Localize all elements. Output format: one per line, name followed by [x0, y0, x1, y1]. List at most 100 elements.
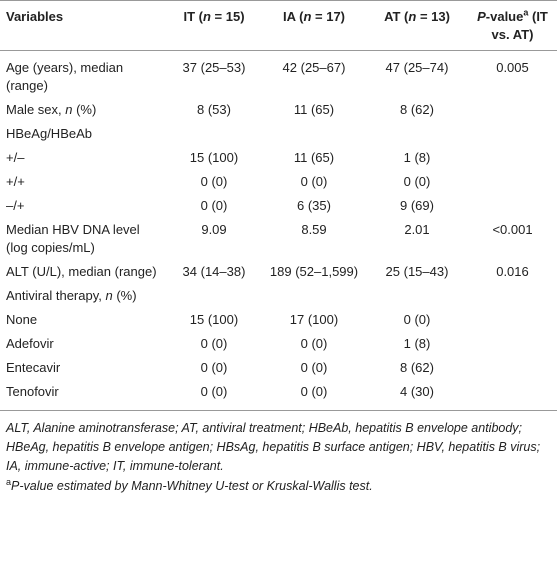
- cell: 6 (35): [297, 198, 331, 213]
- text-segment: Antiviral therapy,: [6, 288, 106, 303]
- cell: [166, 284, 262, 308]
- cell: 0 (0): [200, 174, 228, 189]
- cell: [468, 146, 557, 170]
- cell: 1 (8): [403, 336, 431, 351]
- cell: [468, 332, 557, 356]
- table-row: ALT (U/L), median (range) 34 (14–38) 189 (…: [0, 260, 557, 284]
- cell: 0 (0): [300, 174, 328, 189]
- cell: 9.09: [201, 222, 227, 237]
- cell: 0 (0): [166, 380, 262, 411]
- row-label: Tenofovir: [0, 380, 166, 411]
- text-segment: = 17): [311, 9, 346, 24]
- cell: [468, 194, 557, 218]
- italic-text: n: [65, 102, 73, 117]
- superscript: a: [6, 476, 12, 487]
- cell: 17 (100): [289, 312, 339, 327]
- table-row: –/+ 0 (0) 6 (35) 9 (69): [0, 194, 557, 218]
- cell: 9 (69): [400, 198, 434, 213]
- italic-text: P-value estimated by Mann-Whitney U-test…: [11, 479, 373, 493]
- cell: 15 (100): [189, 150, 239, 165]
- cell: 0.005: [496, 60, 529, 75]
- text-segment: (IT vs. AT): [491, 9, 548, 42]
- text-segment: IA (: [282, 9, 304, 24]
- cell: [366, 122, 468, 146]
- cell: 25 (15–43): [385, 264, 449, 279]
- table-row: Age (years), median (range) 37 (25–53) 42 …: [0, 51, 557, 99]
- italic-text: n: [202, 9, 211, 24]
- cell: 47 (25–74): [385, 60, 449, 75]
- cell: [262, 284, 366, 308]
- superscript: a: [523, 7, 529, 18]
- cell: 8 (53): [197, 102, 231, 117]
- row-label: ALT (U/L), median (range): [6, 264, 157, 279]
- cell: 2.01: [404, 222, 430, 237]
- cell: [468, 284, 557, 308]
- cell: [166, 122, 262, 146]
- text-segment: = 15): [210, 9, 245, 24]
- cell: 11 (65): [293, 102, 335, 117]
- cell: 0.016: [496, 264, 529, 279]
- italic-text: ALT, Alanine aminotransferase; AT, antiv…: [6, 421, 541, 473]
- cell: [468, 98, 557, 122]
- table-body: Age (years), median (range) 37 (25–53) 42 …: [0, 51, 557, 411]
- cell: 0 (0): [200, 198, 228, 213]
- text-segment: AT (: [384, 9, 409, 24]
- cell: 0 (0): [300, 360, 328, 375]
- row-label: –/+: [6, 198, 25, 213]
- footnote: ALT, Alanine aminotransferase; AT, antiv…: [6, 419, 551, 476]
- table-row: Adefovir 0 (0) 0 (0) 1 (8): [0, 332, 557, 356]
- cell: 34 (14–38): [182, 264, 246, 279]
- table-row: Entecavir 0 (0) 0 (0) 8 (62): [0, 356, 557, 380]
- row-label: +/+: [6, 174, 25, 189]
- italic-text: n: [105, 288, 113, 303]
- cell: 8 (62): [400, 102, 434, 117]
- row-label: Adefovir: [6, 336, 54, 351]
- row-label: Age (years), median (range): [6, 60, 124, 93]
- cell: [468, 356, 557, 380]
- header-cell: P-valuea (IT vs. AT): [468, 0, 557, 51]
- text-segment: (%): [112, 288, 137, 303]
- table-row: +/– 15 (100) 11 (65) 1 (8): [0, 146, 557, 170]
- header-row: Variables IT (n = 15) IA (n = 17) AT (n = 1…: [0, 0, 557, 51]
- row-label: +/–: [6, 150, 25, 165]
- table-row: Tenofovir 0 (0) 0 (0) 4 (30): [0, 380, 557, 411]
- cell: 1 (8): [403, 150, 431, 165]
- cell: [468, 122, 557, 146]
- footnotes: ALT, Alanine aminotransferase; AT, antiv…: [0, 411, 557, 496]
- cell: 11 (65): [293, 150, 335, 165]
- header-cell: Variables: [0, 0, 166, 51]
- cell: 0 (0): [200, 336, 228, 351]
- cell: 0 (0): [403, 174, 431, 189]
- text-segment: IT (: [183, 9, 203, 24]
- cell: 189 (52–1,599): [269, 264, 359, 279]
- row-label: HBeAg/HBeAb: [6, 126, 92, 141]
- cell: 8.59: [301, 222, 327, 237]
- cell: 8 (62): [400, 360, 434, 375]
- cell: [262, 122, 366, 146]
- cell: 0 (0): [262, 380, 366, 411]
- table-row: Median HBV DNA level (log copies/mL) 9.09…: [0, 218, 557, 260]
- cell: 0 (0): [200, 360, 228, 375]
- table-row: +/+ 0 (0) 0 (0) 0 (0): [0, 170, 557, 194]
- italic-text: n: [303, 9, 312, 24]
- row-label: Antiviral therapy, n (%): [0, 284, 166, 308]
- cell: <0.001: [492, 222, 533, 237]
- text-segment: Male sex,: [6, 102, 66, 117]
- row-label: Male sex, n (%): [0, 98, 166, 122]
- italic-text: n: [408, 9, 417, 24]
- data-table: Variables IT (n = 15) IA (n = 17) AT (n = 1…: [0, 0, 557, 411]
- cell: 4 (30): [366, 380, 468, 411]
- row-label: None: [6, 312, 38, 327]
- cell: 37 (25–53): [182, 60, 246, 75]
- cell: [468, 308, 557, 332]
- table-row: Antiviral therapy, n (%): [0, 284, 557, 308]
- table-row: Male sex, n (%) 8 (53) 11 (65) 8 (62): [0, 98, 557, 122]
- row-label: Entecavir: [6, 360, 61, 375]
- header-cell: IT (n = 15): [166, 0, 262, 51]
- text-segment: -value: [485, 9, 524, 24]
- text-segment: = 13): [416, 9, 450, 24]
- footnote: aP-value estimated by Mann-Whitney U-tes…: [6, 477, 551, 496]
- row-label: Median HBV DNA level (log copies/mL): [6, 222, 140, 255]
- cell: [468, 380, 557, 411]
